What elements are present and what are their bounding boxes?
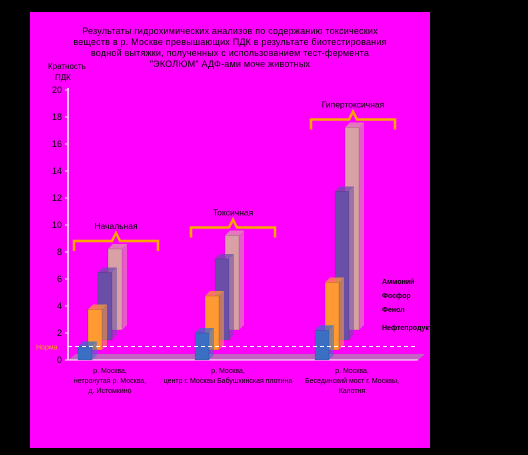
bar-pink-group-3-side xyxy=(359,122,364,330)
y-tick-label: 4 xyxy=(57,301,62,311)
stage-label: Токсичная xyxy=(213,208,254,218)
bar-blue-group-1-top xyxy=(78,341,97,347)
bar-blue-group-1-side xyxy=(92,341,97,360)
chart-floor xyxy=(68,354,425,360)
bar-purple-group-3-side xyxy=(349,186,354,340)
stage-bracket xyxy=(309,108,397,130)
y-tick-label: 16 xyxy=(52,139,62,149)
category-label: р. Москва, xyxy=(93,368,127,375)
bar-orange-group-1-side xyxy=(102,304,107,350)
bar-pink-group-3-top xyxy=(345,122,364,128)
y-axis-label-line-1: Кратность xyxy=(48,62,86,71)
y-tick-label: 0 xyxy=(57,355,62,365)
y-tick-label: 12 xyxy=(52,193,62,203)
category-label: центр г. Москвы Бабушкинская плотина xyxy=(164,377,293,385)
bar-pink-group-2-side xyxy=(239,230,244,330)
bar-orange-group-1-top xyxy=(88,304,107,310)
bar-blue-group-2-side xyxy=(209,328,214,360)
bar-pink-group-1-side xyxy=(122,244,127,330)
chart-title-line-2: веществ в р. Москве превышающих ПДК в ре… xyxy=(73,37,387,47)
bar-blue-group-3-top xyxy=(315,325,334,331)
legend-label-pink: Аммоний xyxy=(382,278,414,286)
y-tick-label: 8 xyxy=(57,247,62,257)
y-tick-label: 20 xyxy=(52,85,62,95)
chart-title-line-1: Результаты гидрохимических анализов по с… xyxy=(82,26,378,36)
bar-blue-group-1 xyxy=(77,346,93,361)
y-tick-label: 18 xyxy=(52,112,62,122)
bar-blue-group-2-top xyxy=(195,328,214,333)
chart-title-line-4: "ЭКОЛЮМ" АДФ-ами моче животных xyxy=(149,59,311,69)
category-label: Капотня xyxy=(339,388,366,395)
category-label: р. Москва, xyxy=(335,368,369,375)
bar-pink-group-2-top xyxy=(225,230,244,236)
category-label: нетронутая р. Москва, xyxy=(74,378,146,385)
legend-label-purple: Фосфор xyxy=(382,293,411,300)
stage-label: Начальная xyxy=(94,221,138,231)
y-tick-label: 14 xyxy=(52,166,62,176)
legend-label-orange: Фенол xyxy=(382,307,405,314)
bar-pink-group-1-top xyxy=(108,244,127,249)
category-label: Бесединский мост г. Москвы, xyxy=(305,377,399,385)
stage-bracket xyxy=(189,216,277,238)
reference-label: Норма xyxy=(36,345,58,352)
bar-orange-group-2-side xyxy=(219,291,224,350)
chart-title-line-3: водной вытяжки, полученных с использован… xyxy=(90,48,370,58)
stage-bracket xyxy=(72,230,160,251)
bar-purple-group-3-top xyxy=(335,186,354,192)
category-label: д. Истомкино xyxy=(88,388,131,395)
bar-purple-group-2-top xyxy=(215,254,234,259)
bar-blue-group-3-side xyxy=(329,325,334,360)
bar-orange-group-2-top xyxy=(205,291,224,296)
bar-purple-group-2-side xyxy=(229,254,234,340)
legend-label-blue: Нефтепродукты xyxy=(382,325,430,332)
bar-purple-group-1-top xyxy=(98,267,117,273)
category-label: р. Москва, xyxy=(211,368,245,375)
y-axis-label-line-2: ПДК xyxy=(55,73,71,82)
bar-blue-group-3 xyxy=(314,330,330,361)
bar-orange-group-3-top xyxy=(325,277,344,283)
bar-chart: Кратность ПДК 0 2 4 6 8 10 12 14 16 18 20 Норма Началь… xyxy=(36,62,430,395)
y-tick-label: 10 xyxy=(52,220,62,230)
y-tick-label: 2 xyxy=(57,328,62,338)
chart-panel: Результаты гидрохимических анализов по с… xyxy=(30,12,430,448)
stage-label: Гипертоксичная xyxy=(322,100,385,110)
bar-orange-group-3-side xyxy=(339,277,344,350)
bar-purple-group-1-side xyxy=(112,267,117,340)
y-tick-label: 6 xyxy=(57,274,62,284)
